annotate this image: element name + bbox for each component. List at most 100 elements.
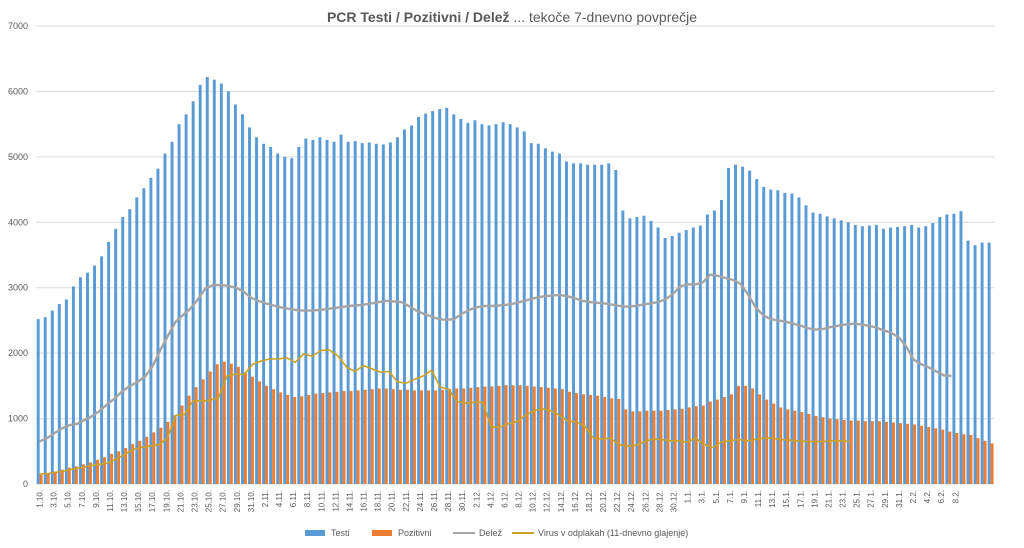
bar-pozitivni [962,434,966,484]
bar-pozitivni [807,413,811,484]
x-tick-label: 5.10. [64,490,73,508]
bar-pozitivni [899,423,903,484]
bar-pozitivni [110,453,114,484]
bar-testi [410,125,414,485]
bar-pozitivni [659,410,663,484]
bar-testi [205,77,209,484]
line-delez [39,273,952,443]
bar-testi [579,163,583,484]
bar-testi [240,114,244,484]
x-tick-label: 2.2. [909,490,918,503]
x-tick-label: 4.2. [923,490,932,503]
bar-testi [783,192,787,485]
bar-testi [938,217,942,484]
bar-testi [177,124,181,485]
x-tick-label: 14.11. [345,490,354,512]
x-tick-label: 16.12. [571,490,580,512]
bar-pozitivni [469,387,473,484]
y-tick-label: 0 [23,479,28,489]
bar-testi [874,224,878,484]
x-tick-label: 16.11. [360,490,369,512]
bar-pozitivni [553,388,557,484]
bar-pozitivni [46,473,50,484]
bar-testi [522,131,526,484]
bar-testi [269,147,273,485]
bar-testi [663,237,667,484]
bar-pozitivni [39,474,43,484]
bar-testi [191,101,195,484]
bar-pozitivni [906,423,910,484]
bar-testi [417,116,421,485]
bar-testi [283,156,287,484]
bar-testi [719,200,723,485]
bar-testi [346,141,350,484]
bar-testi [896,226,900,484]
bar-pozitivni [617,398,621,484]
bar-testi [621,210,625,484]
x-tick-label: 25.10. [205,490,214,512]
bar-testi [790,193,794,485]
bar-pozitivni [208,371,212,484]
bar-pozitivni [842,419,846,484]
x-tick-label: 17.10. [148,490,157,512]
x-tick-label: 1.10. [36,490,45,508]
bar-testi [135,197,139,484]
bar-pozitivni [455,388,459,484]
x-tick-label: 19.10. [162,490,171,512]
bar-testi [846,222,850,485]
bar-pozitivni [638,411,642,484]
bar-testi [804,205,808,484]
bar-pozitivni [800,412,804,484]
bar-testi [374,143,378,484]
bar-testi [163,153,167,485]
bar-pozitivni [708,401,712,484]
bar-pozitivni [694,406,698,484]
bar-pozitivni [117,451,121,484]
bar-pozitivni [673,409,677,484]
bar-pozitivni [448,389,452,484]
x-tick-label: 6.11. [289,490,298,507]
bar-pozitivni [265,385,269,484]
x-tick-label: 3.1. [698,490,707,503]
x-tick-label: 11.10. [106,490,115,512]
bar-testi [635,217,639,484]
bar-pozitivni [737,385,740,484]
bar-pozitivni [941,429,945,484]
x-tick-label: 21.10. [176,490,185,512]
x-tick-label: 26.11. [430,490,439,512]
bar-pozitivni [765,399,769,484]
bar-pozitivni [603,396,607,484]
x-tick-label: 22.12. [613,490,622,512]
bar-pozitivni [624,409,628,484]
bar-pozitivni [53,471,57,484]
bar-pozitivni [342,391,346,484]
bar-pozitivni [187,395,191,484]
x-tick-label: 30.11. [458,490,467,512]
bar-testi [987,242,991,484]
bar-pozitivni [645,410,649,484]
bar-pozitivni [159,427,163,484]
bar-pozitivni [314,393,318,484]
x-tick-label: 18.12. [585,490,594,512]
bar-testi [170,141,174,484]
bar-testi [353,141,357,484]
bar-pozitivni [680,408,684,484]
bar-testi [473,120,477,485]
bar-testi [121,217,125,484]
bar-pozitivni [405,389,409,484]
bar-testi [952,213,956,484]
x-tick-label: 29.1. [881,490,890,508]
bar-pozitivni [173,415,177,484]
lines-group [39,273,952,475]
x-tick-label: 10.11. [317,490,326,512]
bar-testi [670,236,674,484]
bar-pozitivni [420,390,424,484]
legend-label: Virus v odplakah (11-dnevno glajenje) [538,528,688,538]
bar-pozitivni [384,388,388,484]
bar-testi [501,122,505,485]
x-tick-label: 8.12. [515,490,524,508]
x-tick-label: 12.11. [331,490,340,512]
x-tick-label: 28.12. [655,490,664,512]
bar-testi [903,226,907,484]
bar-pozitivni [631,411,635,484]
